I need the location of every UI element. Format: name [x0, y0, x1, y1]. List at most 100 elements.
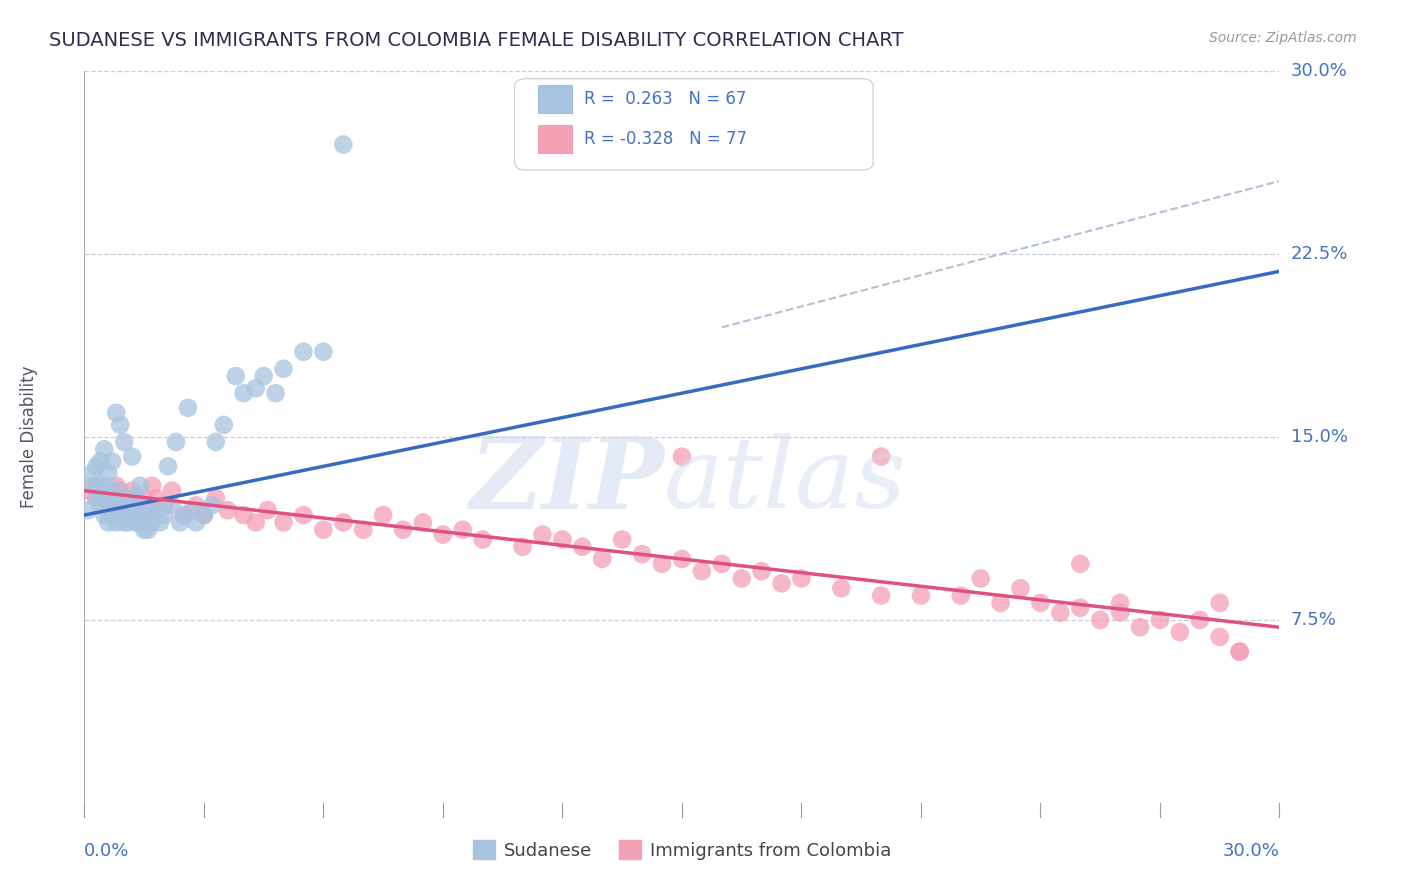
Point: [1010, 581, 1032, 595]
Point: [105, 516, 128, 530]
Point: [571, 540, 593, 554]
Point: [273, 516, 295, 530]
Point: [205, 434, 228, 449]
Point: [105, 406, 128, 420]
Text: R =  0.263   N = 67: R = 0.263 N = 67: [583, 90, 747, 108]
Point: [870, 450, 893, 464]
Point: [292, 344, 315, 359]
Point: [1129, 620, 1152, 634]
Point: [93, 442, 115, 457]
Point: [1090, 613, 1112, 627]
Point: [132, 523, 156, 537]
Point: [870, 589, 893, 603]
Point: [141, 479, 163, 493]
Text: 0.0%: 0.0%: [84, 842, 129, 860]
Point: [145, 491, 167, 505]
FancyBboxPatch shape: [538, 126, 572, 153]
Point: [97, 503, 120, 517]
Point: [651, 557, 673, 571]
Point: [193, 508, 215, 522]
Point: [1168, 625, 1191, 640]
Point: [101, 499, 124, 513]
Point: [129, 503, 152, 517]
Point: [112, 503, 135, 517]
Point: [112, 434, 135, 449]
Point: [121, 499, 143, 513]
Text: R = -0.328   N = 77: R = -0.328 N = 77: [583, 130, 747, 148]
Point: [1109, 596, 1132, 610]
Point: [631, 547, 654, 561]
Point: [117, 491, 139, 505]
Point: [312, 344, 335, 359]
Point: [1029, 596, 1052, 610]
Point: [264, 386, 287, 401]
Point: [112, 491, 135, 505]
Point: [153, 508, 176, 522]
Point: [245, 381, 267, 395]
Text: 30.0%: 30.0%: [1223, 842, 1279, 860]
Point: [105, 483, 128, 498]
Point: [225, 369, 247, 384]
Point: [93, 483, 115, 498]
Point: [117, 516, 139, 530]
Point: [110, 483, 132, 498]
Point: [93, 491, 115, 505]
Text: 7.5%: 7.5%: [1291, 611, 1337, 629]
Point: [1049, 606, 1071, 620]
Point: [86, 479, 108, 493]
Point: [89, 491, 111, 505]
Point: [392, 523, 415, 537]
Point: [432, 527, 454, 541]
Point: [184, 499, 207, 513]
Point: [1149, 613, 1171, 627]
Text: ZIP: ZIP: [470, 433, 664, 529]
Point: [1229, 645, 1251, 659]
Point: [165, 434, 187, 449]
Point: [101, 499, 124, 513]
Text: 30.0%: 30.0%: [1291, 62, 1347, 80]
Point: [110, 499, 132, 513]
Point: [149, 516, 172, 530]
Legend: Sudanese, Immigrants from Colombia: Sudanese, Immigrants from Colombia: [465, 833, 898, 867]
Point: [970, 572, 993, 586]
Point: [157, 459, 180, 474]
Point: [212, 417, 235, 432]
Point: [373, 508, 395, 522]
Point: [273, 361, 295, 376]
Point: [136, 523, 159, 537]
Point: [830, 581, 852, 595]
FancyBboxPatch shape: [515, 78, 873, 170]
Point: [93, 479, 115, 493]
Point: [97, 516, 120, 530]
Point: [121, 450, 143, 464]
Point: [181, 503, 204, 517]
Point: [312, 523, 335, 537]
Point: [551, 533, 574, 547]
Point: [136, 503, 159, 517]
Point: [201, 499, 224, 513]
Point: [352, 523, 374, 537]
Point: [671, 450, 693, 464]
Point: [1209, 596, 1232, 610]
Point: [86, 479, 108, 493]
Point: [125, 516, 148, 530]
Point: [990, 596, 1012, 610]
Point: [531, 527, 554, 541]
Point: [125, 491, 148, 505]
Point: [77, 503, 100, 517]
Text: 22.5%: 22.5%: [1291, 245, 1348, 263]
Point: [412, 516, 434, 530]
Point: [232, 508, 254, 522]
Point: [86, 459, 108, 474]
Point: [101, 454, 124, 468]
Point: [512, 540, 534, 554]
Point: [173, 508, 195, 522]
Point: [671, 552, 693, 566]
Point: [141, 516, 163, 530]
Point: [253, 369, 276, 384]
Point: [121, 483, 143, 498]
Point: [105, 503, 128, 517]
Point: [105, 479, 128, 493]
Point: [790, 572, 813, 586]
Point: [121, 508, 143, 522]
